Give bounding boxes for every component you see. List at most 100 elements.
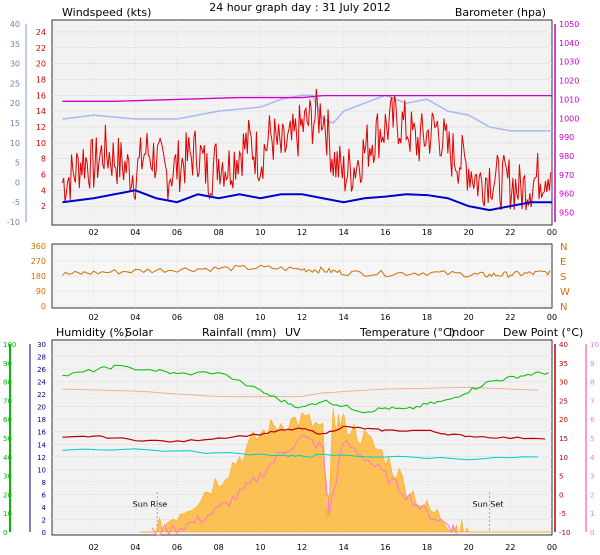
temperature-tick-label: 40 bbox=[559, 341, 568, 349]
temperature-tick-label: 25 bbox=[559, 397, 568, 405]
direction-tick-label: 90 bbox=[36, 287, 46, 296]
barometer-tick-label: 1000 bbox=[559, 114, 579, 123]
legend-rainfall: Rainfall (mm) bbox=[202, 326, 276, 339]
gust-tick-label: 5 bbox=[15, 159, 20, 168]
uv-tick-label: 9 bbox=[590, 360, 594, 368]
gust-tick-label: 0 bbox=[15, 178, 20, 187]
barometer-tick-label: 1040 bbox=[559, 39, 579, 48]
rainfall-tick-label: 8 bbox=[42, 479, 46, 487]
windspeed-tick-label: 18 bbox=[36, 75, 46, 84]
x-tick-label: 06 bbox=[172, 313, 182, 322]
x-tick-label: 12 bbox=[297, 543, 307, 552]
legend-temperature: Temperature (°C) bbox=[359, 326, 455, 339]
solar-area bbox=[139, 408, 552, 533]
x-tick-label: 16 bbox=[380, 228, 390, 237]
temperature-tick-label: 10 bbox=[559, 454, 568, 462]
chart-marks-layer: 24681012141618202224-10-5051015202530354… bbox=[3, 20, 599, 552]
uv-tick-label: 6 bbox=[590, 416, 595, 424]
humidity-tick-label: 50 bbox=[3, 435, 12, 443]
uv-tick-label: 5 bbox=[590, 435, 594, 443]
windspeed-tick-label: 2 bbox=[41, 202, 46, 211]
temperature-tick-label: 15 bbox=[559, 435, 568, 443]
rainfall-tick-label: 22 bbox=[37, 391, 46, 399]
x-tick-label: 06 bbox=[172, 543, 182, 552]
direction-tick-label: 180 bbox=[31, 272, 46, 281]
x-tick-label: 10 bbox=[255, 313, 265, 322]
windspeed-tick-label: 6 bbox=[41, 170, 46, 179]
humidity-tick-label: 90 bbox=[3, 360, 12, 368]
uv-tick-label: 3 bbox=[590, 473, 594, 481]
x-tick-label: 22 bbox=[505, 543, 515, 552]
compass-label: S bbox=[560, 272, 566, 283]
humidity-tick-label: 0 bbox=[3, 529, 7, 537]
gust-tick-label: -10 bbox=[7, 218, 20, 227]
rainfall-tick-label: 4 bbox=[42, 504, 47, 512]
compass-label: N bbox=[560, 302, 567, 313]
windspeed-series-line bbox=[61, 88, 552, 211]
temperature-tick-label: -5 bbox=[559, 510, 566, 518]
x-tick-label: 18 bbox=[422, 543, 432, 552]
x-tick-label: 12 bbox=[297, 228, 307, 237]
direction-series-line bbox=[62, 264, 551, 279]
windspeed-tick-label: 22 bbox=[36, 44, 46, 53]
uv-series-line bbox=[151, 435, 457, 536]
windspeed-tick-label: 14 bbox=[36, 107, 46, 116]
uv-tick-label: 4 bbox=[590, 454, 595, 462]
gust-tick-label: 10 bbox=[10, 139, 20, 148]
humidity-series-line bbox=[62, 364, 549, 414]
legend-dewpoint: Dew Point (°C) bbox=[503, 326, 583, 339]
barometer-tick-label: 1030 bbox=[559, 58, 579, 67]
x-tick-label: 00 bbox=[547, 313, 557, 322]
barometer-axis-title: Barometer (hpa) bbox=[455, 6, 546, 19]
windspeed-tick-label: 10 bbox=[36, 139, 46, 148]
x-tick-label: 20 bbox=[464, 228, 474, 237]
x-tick-label: 00 bbox=[547, 228, 557, 237]
x-tick-label: 02 bbox=[89, 228, 99, 237]
x-tick-label: 20 bbox=[464, 543, 474, 552]
humidity-tick-label: 40 bbox=[3, 454, 12, 462]
gust-tick-label: 25 bbox=[10, 79, 20, 88]
gust-tick-label: 35 bbox=[10, 40, 20, 49]
rainfall-tick-label: 10 bbox=[37, 466, 46, 474]
barometer-tick-label: 1050 bbox=[559, 20, 579, 29]
compass-label: E bbox=[560, 257, 566, 268]
rainfall-tick-label: 24 bbox=[37, 379, 46, 387]
windspeed-tick-label: 24 bbox=[36, 28, 46, 37]
x-tick-label: 16 bbox=[380, 313, 390, 322]
x-tick-label: 14 bbox=[339, 543, 349, 552]
compass-label: N bbox=[560, 242, 567, 253]
direction-tick-label: 0 bbox=[41, 302, 46, 311]
x-tick-label: 02 bbox=[89, 313, 99, 322]
x-tick-label: 14 bbox=[339, 228, 349, 237]
uv-tick-label: 1 bbox=[590, 510, 594, 518]
windspeed-tick-label: 8 bbox=[41, 155, 46, 164]
gust-tick-label: 40 bbox=[10, 20, 20, 29]
x-tick-label: 20 bbox=[464, 313, 474, 322]
gust-tick-label: 20 bbox=[10, 99, 20, 108]
humidity-tick-label: 80 bbox=[3, 379, 12, 387]
temperature-series-line bbox=[62, 425, 546, 443]
gust-tick-label: 15 bbox=[10, 119, 20, 128]
x-tick-label: 22 bbox=[505, 228, 515, 237]
temperature-tick-label: 0 bbox=[559, 491, 563, 499]
x-tick-label: 08 bbox=[214, 313, 224, 322]
dewpoint-series-line bbox=[62, 448, 539, 461]
x-tick-label: 08 bbox=[214, 543, 224, 552]
legend-solar: Solar bbox=[125, 326, 154, 339]
rainfall-tick-label: 14 bbox=[37, 441, 46, 449]
legend-humidity: Humidity (%) bbox=[56, 326, 128, 339]
humidity-tick-label: 100 bbox=[3, 341, 16, 349]
direction-tick-label: 360 bbox=[31, 242, 46, 251]
uv-tick-label: 2 bbox=[590, 491, 594, 499]
page-title: 24 hour graph day : 31 July 2012 bbox=[209, 1, 391, 14]
windspeed-low-series-line bbox=[62, 189, 552, 212]
gust-series-line bbox=[62, 94, 552, 132]
windspeed-tick-label: 4 bbox=[41, 186, 46, 195]
x-tick-label: 02 bbox=[89, 543, 99, 552]
x-tick-label: 06 bbox=[172, 228, 182, 237]
barometer-tick-label: 1020 bbox=[559, 77, 579, 86]
barometer-tick-label: 950 bbox=[559, 209, 574, 218]
barometer-series-line bbox=[62, 95, 552, 102]
